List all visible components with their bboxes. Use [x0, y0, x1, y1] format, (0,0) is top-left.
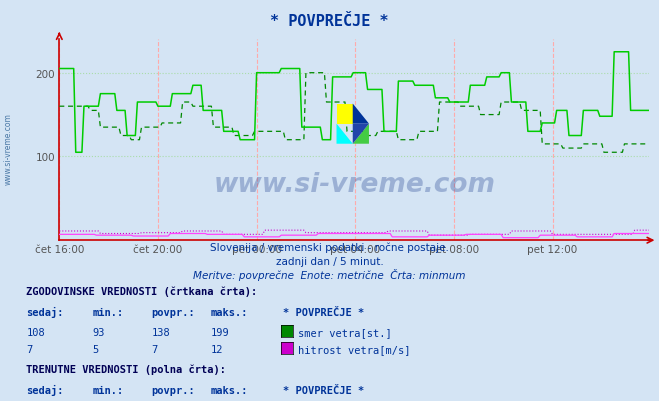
Text: smer vetra[st.]: smer vetra[st.] — [298, 328, 391, 338]
Text: zadnji dan / 5 minut.: zadnji dan / 5 minut. — [275, 257, 384, 267]
Text: min.:: min.: — [92, 385, 123, 395]
Text: sedaj:: sedaj: — [26, 307, 64, 318]
Text: 138: 138 — [152, 328, 170, 338]
Text: * POVPREČJE *: * POVPREČJE * — [283, 308, 364, 318]
Text: min.:: min.: — [92, 308, 123, 318]
Text: TRENUTNE VREDNOSTI (polna črta):: TRENUTNE VREDNOSTI (polna črta): — [26, 364, 226, 375]
Text: 108: 108 — [26, 328, 45, 338]
Polygon shape — [353, 124, 369, 144]
Text: povpr.:: povpr.: — [152, 385, 195, 395]
Text: hitrost vetra[m/s]: hitrost vetra[m/s] — [298, 344, 411, 354]
Text: 7: 7 — [152, 344, 158, 354]
Polygon shape — [353, 104, 369, 124]
Polygon shape — [337, 124, 353, 144]
Text: ZGODOVINSKE VREDNOSTI (črtkana črta):: ZGODOVINSKE VREDNOSTI (črtkana črta): — [26, 286, 258, 297]
Bar — [337, 104, 353, 124]
Text: www.si-vreme.com: www.si-vreme.com — [214, 172, 495, 197]
Text: povpr.:: povpr.: — [152, 308, 195, 318]
Text: 12: 12 — [211, 344, 223, 354]
Text: * POVPREČJE *: * POVPREČJE * — [283, 385, 364, 395]
Text: 7: 7 — [26, 344, 32, 354]
Text: sedaj:: sedaj: — [26, 384, 64, 395]
Text: 93: 93 — [92, 328, 105, 338]
Text: maks.:: maks.: — [211, 385, 248, 395]
Text: Meritve: povprečne  Enote: metrične  Črta: minmum: Meritve: povprečne Enote: metrične Črta:… — [193, 269, 466, 281]
Text: 199: 199 — [211, 328, 229, 338]
Text: * POVPREČJE *: * POVPREČJE * — [270, 14, 389, 29]
Text: Slovenija / vremenski podatki - ročne postaje.: Slovenija / vremenski podatki - ročne po… — [210, 242, 449, 253]
Text: 5: 5 — [92, 344, 98, 354]
Text: www.si-vreme.com: www.si-vreme.com — [4, 113, 13, 184]
Polygon shape — [353, 124, 369, 144]
Text: maks.:: maks.: — [211, 308, 248, 318]
